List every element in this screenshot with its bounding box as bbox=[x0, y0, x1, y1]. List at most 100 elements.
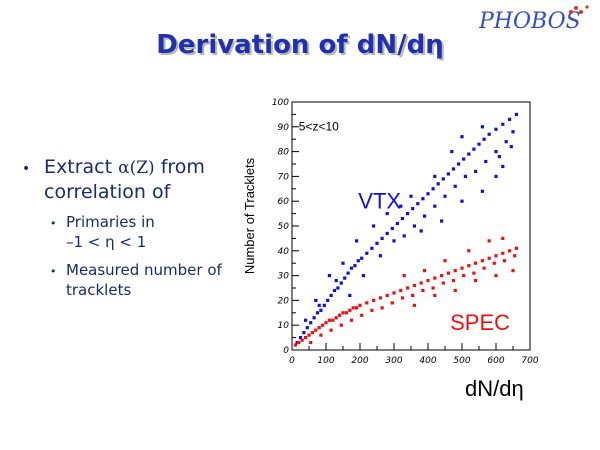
point-spec bbox=[304, 336, 308, 340]
point-spec bbox=[472, 271, 476, 275]
point-vtx bbox=[339, 281, 343, 285]
point-vtx bbox=[380, 236, 384, 240]
point-spec bbox=[441, 281, 445, 285]
point-spec bbox=[419, 281, 423, 285]
x-tick-label: 300 bbox=[385, 356, 402, 366]
point-vtx bbox=[322, 303, 326, 307]
point-vtx bbox=[348, 293, 352, 298]
point-spec bbox=[513, 254, 517, 258]
bullet-list: • Extract α(Z) from correlation of • Pri… bbox=[22, 155, 237, 300]
point-spec bbox=[339, 323, 343, 327]
bullet-sub-1-text: Primaries in –1 < η < 1 bbox=[66, 213, 155, 251]
point-vtx bbox=[356, 259, 360, 263]
point-vtx bbox=[501, 164, 505, 169]
point-spec bbox=[431, 286, 435, 290]
point-vtx bbox=[509, 145, 513, 149]
point-vtx bbox=[440, 219, 444, 223]
point-spec bbox=[341, 311, 345, 315]
point-vtx bbox=[336, 286, 340, 290]
point-vtx bbox=[482, 137, 486, 141]
point-spec bbox=[327, 318, 331, 322]
point-vtx bbox=[317, 303, 321, 307]
point-vtx bbox=[472, 147, 476, 151]
point-vtx bbox=[390, 226, 394, 231]
point-spec bbox=[358, 303, 362, 307]
y-tick-label: 0 bbox=[283, 346, 289, 356]
point-vtx bbox=[412, 224, 416, 228]
plot-axes: 0 10 20 30 40 50 60 70 80 90 100 0 100 200 300 400 500 60… bbox=[242, 98, 539, 366]
point-vtx bbox=[314, 298, 318, 302]
point-spec bbox=[380, 306, 384, 310]
point-spec bbox=[344, 311, 348, 315]
point-vtx bbox=[433, 204, 437, 208]
point-vtx bbox=[494, 150, 498, 154]
point-spec bbox=[501, 251, 505, 255]
point-vtx bbox=[477, 142, 481, 146]
slide-title: Derivation of dN/dη bbox=[156, 30, 444, 60]
point-vtx bbox=[443, 194, 447, 198]
point-vtx bbox=[402, 234, 406, 238]
point-vtx bbox=[487, 132, 491, 136]
point-vtx bbox=[462, 157, 466, 161]
z-range-annotation: 5<z<10 bbox=[299, 120, 339, 134]
point-spec bbox=[453, 269, 457, 273]
point-vtx bbox=[365, 251, 369, 255]
point-vtx bbox=[446, 172, 450, 176]
point-spec bbox=[446, 271, 450, 275]
point-spec bbox=[400, 296, 405, 300]
point-vtx bbox=[327, 274, 331, 278]
point-spec bbox=[314, 328, 318, 332]
point-spec bbox=[319, 333, 323, 337]
x-tick-label: 500 bbox=[453, 356, 470, 366]
point-vtx bbox=[416, 202, 420, 206]
point-spec bbox=[433, 293, 437, 298]
point-vtx bbox=[453, 184, 457, 188]
plot-points bbox=[293, 112, 518, 347]
point-spec bbox=[494, 254, 498, 258]
point-spec bbox=[321, 323, 325, 327]
point-vtx bbox=[298, 336, 303, 340]
bullet-sub-2: • Measured number of tracklets bbox=[22, 260, 237, 300]
point-vtx bbox=[360, 256, 364, 260]
point-vtx bbox=[309, 321, 313, 325]
logo-text: PHOBOS bbox=[478, 9, 581, 34]
point-vtx bbox=[441, 177, 445, 181]
y-tick-label: 30 bbox=[278, 272, 290, 282]
point-spec bbox=[412, 283, 416, 288]
point-spec bbox=[370, 308, 374, 312]
point-vtx bbox=[421, 197, 425, 201]
x-axis-label: dN/dη bbox=[465, 376, 524, 401]
y-tick-label: 90 bbox=[278, 123, 290, 133]
point-spec bbox=[487, 256, 491, 260]
point-spec bbox=[508, 249, 512, 253]
point-spec bbox=[494, 274, 498, 278]
point-spec bbox=[317, 326, 321, 330]
phobos-logo: PHOBOS bbox=[478, 5, 589, 34]
point-vtx bbox=[484, 159, 488, 164]
point-spec bbox=[467, 264, 471, 268]
point-spec bbox=[293, 343, 297, 347]
point-vtx bbox=[304, 318, 308, 322]
point-spec bbox=[399, 288, 403, 293]
y-tick-label: 70 bbox=[278, 172, 290, 182]
series-label-spec: SPEC bbox=[450, 310, 510, 335]
point-spec bbox=[349, 318, 354, 322]
point-vtx bbox=[504, 140, 508, 144]
point-vtx bbox=[411, 207, 415, 211]
point-vtx bbox=[326, 298, 330, 302]
x-tick-label: 600 bbox=[487, 356, 504, 366]
point-vtx bbox=[302, 331, 306, 335]
point-spec bbox=[453, 288, 457, 293]
point-spec bbox=[378, 296, 382, 300]
point-spec bbox=[412, 303, 416, 307]
point-vtx bbox=[312, 316, 316, 320]
point-spec bbox=[392, 291, 396, 295]
point-spec bbox=[487, 239, 491, 243]
point-vtx bbox=[480, 189, 484, 193]
point-spec bbox=[462, 274, 466, 278]
point-vtx bbox=[451, 167, 456, 171]
point-vtx bbox=[343, 276, 347, 280]
y-tick-label: 60 bbox=[278, 197, 290, 207]
bullet-main: • Extract α(Z) from correlation of bbox=[22, 155, 237, 204]
point-spec bbox=[482, 266, 486, 270]
